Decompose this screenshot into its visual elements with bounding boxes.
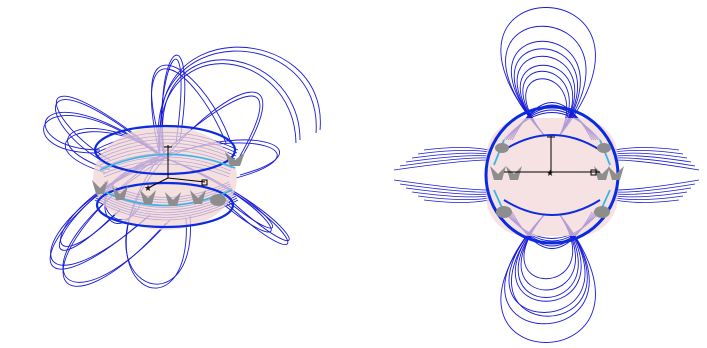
field-line: [158, 63, 297, 157]
field-line: [517, 214, 579, 298]
axis-triad-icon: [147, 145, 206, 189]
field-line: [55, 99, 161, 164]
magnet-block: [112, 186, 128, 200]
field-line: [614, 179, 700, 191]
field-line: [504, 214, 590, 325]
magnet-array-right: [490, 143, 624, 218]
field-line: [614, 150, 684, 155]
field-line: [417, 150, 490, 155]
axis-end-marker: [201, 179, 208, 186]
magnet-block: [140, 190, 156, 204]
field-line: [411, 191, 490, 198]
field-line: [423, 147, 490, 151]
field-line: [614, 157, 696, 167]
perspective-view: ★: [43, 46, 321, 289]
perspective-view-svg: ★: [43, 46, 321, 289]
field-line: [614, 195, 684, 200]
field-line: [393, 159, 490, 171]
field-line: [500, 214, 596, 343]
inner-arc-top: [503, 134, 601, 151]
field-line: [151, 64, 231, 159]
field-line: [423, 199, 490, 203]
field-line: [44, 111, 166, 159]
magnet-block: [165, 192, 181, 206]
inner-arc-bottom: [503, 199, 601, 216]
body-shell: [93, 126, 237, 230]
coil-ring-bottom: [95, 181, 235, 229]
magnet-block: [190, 190, 206, 204]
side-view-svg: ★: [393, 7, 700, 343]
magnet-block: [225, 152, 245, 166]
field-line: [614, 187, 692, 195]
field-line: [393, 179, 490, 191]
field-line: [405, 155, 490, 163]
field-line: [523, 214, 574, 280]
magnet-block: [92, 180, 108, 194]
field-line: [522, 70, 570, 136]
field-line: [399, 157, 490, 167]
field-line: [614, 159, 700, 171]
field-line: [519, 64, 574, 136]
field-line: [411, 152, 490, 159]
field-line: [500, 7, 596, 136]
field-line: [159, 58, 182, 157]
field-line: [614, 183, 696, 193]
magnet-block: [210, 194, 226, 206]
field-line: [614, 199, 680, 203]
field-line: [614, 147, 680, 151]
field-line: [405, 187, 490, 195]
axis-triad-icon: [504, 136, 600, 173]
coil-ring-top: [93, 124, 237, 176]
field-line: [417, 195, 490, 200]
field-line: [520, 214, 576, 291]
star-marker-icon: ★: [546, 169, 554, 179]
axis-end-marker: [590, 169, 597, 176]
field-line: [514, 214, 582, 302]
field-line: [614, 191, 688, 198]
cyan-line-1: [99, 153, 236, 171]
field-line: [55, 95, 166, 161]
field-line: [510, 40, 581, 136]
field-line: [399, 183, 490, 193]
field-line: [513, 48, 578, 136]
star-marker-icon: ★: [144, 184, 152, 194]
body-shell: [486, 118, 618, 236]
field-line: [516, 55, 575, 136]
field-line: [614, 155, 692, 163]
field-line: [614, 152, 688, 159]
central-body-left: [93, 124, 237, 230]
field-line: [161, 54, 186, 159]
magnet-array-left: [92, 152, 245, 206]
field-line: [162, 59, 301, 159]
side-view: ★: [354, 0, 707, 348]
